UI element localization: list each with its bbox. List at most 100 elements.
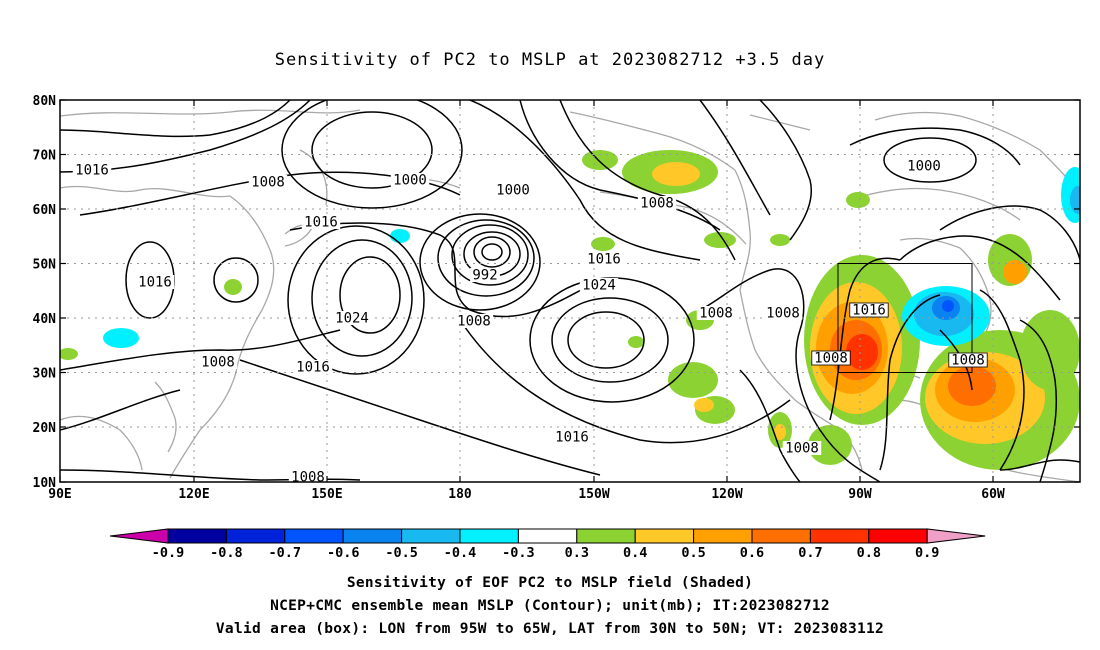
valid-area-box [837,263,973,373]
lon-label: 60W [981,487,1005,502]
caption-shading: Sensitivity of EOF PC2 to MSLP field (Sh… [346,575,754,591]
lon-label: 90E [48,487,71,502]
contour-label-bg [696,306,736,320]
contour-label-bg [552,430,592,444]
contour-label: 1024 [582,278,616,294]
contour-label: 1024 [335,311,369,327]
colorbar-swatch [634,528,695,544]
lat-label: 70N [33,149,57,164]
colorbar-label: -0.3 [502,545,535,561]
colorbar-swatch [459,528,519,544]
contour-label: 1016 [296,360,330,376]
lon-label: 180 [448,487,472,502]
contour-label-bg [198,355,238,369]
map-frame [59,99,1081,483]
contour-label-bg [248,175,288,189]
colorbar-label: 0.4 [623,545,647,561]
colorbar-label: -0.5 [385,545,418,561]
contour-label-bg [584,252,624,266]
colorbar-label: 0.6 [740,545,764,561]
contour-label: 1008 [640,196,674,212]
map-title: Sensitivity of PC2 to MSLP at 2023082712… [274,50,826,70]
lon-label: 150E [311,487,342,502]
contour-label: 1016 [587,252,621,268]
contour-label: 1016 [75,163,109,179]
colorbar-label: 0.5 [681,545,705,561]
colorbar-label: 0.3 [565,545,589,561]
contour-label: 1008 [951,353,985,369]
contour-label: 1008 [814,351,848,367]
lat-label: 20N [33,421,57,436]
colorbar-swatch [284,528,344,544]
contour-label: 1000 [496,183,530,199]
contour-label-bg [301,215,341,229]
lon-label: 120W [711,487,742,502]
lat-label: 60N [33,203,57,218]
contour-label-bg [493,183,533,197]
colorbar-swatch [868,528,928,544]
contour-label-bg [135,275,175,289]
colorbar-swatch [576,528,636,544]
colorbar-label: -0.9 [152,545,185,561]
contour-label: 1008 [457,314,491,330]
lat-label: 40N [33,312,57,327]
contour-label-bg [390,173,430,187]
colorbar-swatch [517,528,578,544]
contour-label-bg [332,311,372,325]
colorbar-label: 0.8 [857,545,881,561]
lat-label: 10N [33,476,57,491]
colorbar-swatch [751,528,811,544]
contour-label: 1008 [785,441,819,457]
contour-label-bg [763,306,803,320]
colorbar-label: 0.9 [915,545,939,561]
contour-label: 1016 [555,430,589,446]
contour-label: 1008 [251,175,285,191]
contour-label-bg [470,268,500,282]
caption-valid-area: Valid area (box): LON from 95W to 65W, L… [215,621,885,637]
contour-label: 1008 [201,355,235,371]
caption-contour: NCEP+CMC ensemble mean MSLP (Contour); u… [270,598,830,614]
contour-label: 1008 [766,306,800,322]
contour-label: 1008 [291,470,325,486]
contour-label-bg [288,470,328,482]
lon-label: 150W [578,487,609,502]
contour-label: 1008 [699,306,733,322]
colorbar-triangle-left [109,528,169,544]
map-plot-area: 1016 1008 1000 1016 1000 992 1008 1016 1024 1008 1… [60,100,1080,486]
colorbar-swatch [809,528,870,544]
contour-label-bg [72,163,112,177]
contour-label-bg [782,441,822,455]
contour-label-bg [904,159,944,173]
colorbar-swatch [167,528,227,544]
lat-label: 30N [33,367,57,382]
colorbar-label: -0.4 [444,545,477,561]
colorbar-swatch [693,528,753,544]
lat-label: 80N [33,94,57,109]
lon-label: 120E [178,487,209,502]
colorbar: -0.9 -0.8 -0.7 -0.6 -0.5 -0.4 -0.3 0.3 0.4 0.5 0.6… [109,528,986,561]
contour-label-bg [849,302,889,318]
contour-label: 1016 [852,303,886,319]
contour-label: 1000 [907,159,941,175]
contour-label-layer: 1016 1008 1000 1016 1000 992 1008 1016 1024 1008 1… [72,159,988,486]
colorbar-swatch [225,528,286,544]
colorbar-swatch [401,528,461,544]
colorbar-label: -0.8 [210,545,243,561]
contour-label-bg [454,314,494,328]
colorbar-triangle-right [926,528,986,544]
colorbar-label: 0.7 [798,545,822,561]
contour-label-bg [811,350,851,366]
contour-label-bg [637,196,677,210]
contour-label: 1000 [393,173,427,189]
lon-label: 90W [848,487,872,502]
contour-label: 992 [472,268,497,284]
contour-label-bg [579,278,619,292]
contour-label-bg [293,360,333,374]
colorbar-swatch [342,528,403,544]
colorbar-label: -0.6 [327,545,360,561]
contour-label: 1016 [138,275,172,291]
lat-label: 50N [33,258,57,273]
contour-label-bg [948,352,988,368]
